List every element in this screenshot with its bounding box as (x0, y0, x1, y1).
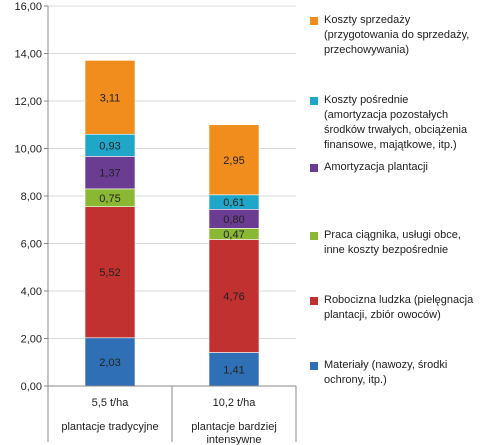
x-category-value: 5,5 t/ha (92, 397, 130, 409)
legend-label: Praca ciągnika, usługi obce, inne koszty… (324, 229, 461, 256)
legend-item-koszty-sprzedazy: Koszty sprzedaży (przygotowania do sprze… (310, 13, 486, 58)
legend-swatch (310, 97, 318, 105)
data-label: 1,41 (223, 364, 244, 376)
y-tick-label: 8,00 (21, 191, 42, 203)
y-axis: 0,00 2,00 4,00 6,00 8,00 10,00 12,00 14,00 16,00 (14, 1, 49, 393)
data-label: 0,47 (223, 229, 244, 241)
legend-label: Materiały (nawozy, środki ochrony, itp.) (324, 359, 448, 386)
data-label: 0,61 (223, 197, 244, 209)
legend-swatch (310, 297, 318, 305)
bar-segment (84, 206, 136, 339)
data-label: 3,11 (100, 92, 121, 104)
y-tick-label: 2,00 (21, 334, 42, 346)
legend-swatch (310, 232, 318, 240)
y-tick-label: 10,00 (14, 144, 42, 156)
legend: Koszty sprzedaży (przygotowania do sprze… (310, 0, 486, 445)
bar-segment (84, 156, 136, 190)
legend-item-praca-ciagnika: Praca ciągnika, usługi obce, inne koszty… (310, 228, 486, 258)
stacked-bar-chart: 0,00 2,00 4,00 6,00 8,00 10,00 12,00 14,00 16,00… (14, 1, 297, 445)
y-tick-label: 16,00 (14, 1, 42, 13)
bar-segment (84, 60, 136, 135)
data-label: 0,80 (223, 214, 244, 226)
legend-label: Amortyzacja plantacji (324, 161, 428, 173)
x-category-label: plantacje tradycyjne (61, 421, 158, 433)
data-label: 2,03 (99, 357, 120, 369)
y-tick-label: 4,00 (21, 286, 42, 298)
y-tick-label: 0,00 (21, 381, 42, 393)
y-tick-label: 12,00 (14, 96, 42, 108)
x-axis: 5,5 t/ha plantacje tradycyjne 10,2 t/ha pla… (47, 385, 297, 445)
x-category-label: plantacje bardziej intensywne (191, 421, 277, 445)
legend-swatch (310, 17, 318, 25)
data-label: 0,93 (99, 140, 120, 152)
legend-swatch (310, 362, 318, 370)
legend-item-koszty-posrednie: Koszty pośrednie (amortyzacja pozostałyc… (310, 93, 486, 153)
data-label: 1,37 (99, 168, 120, 180)
data-label: 0,75 (99, 193, 120, 205)
data-label: 4,76 (223, 291, 244, 303)
legend-item-robocizna-ludzka: Robocizna ludzka (pielęgnacja plantacji,… (310, 293, 486, 323)
data-label: 2,95 (223, 155, 244, 167)
legend-item-materialy: Materiały (nawozy, środki ochrony, itp.) (310, 358, 486, 388)
y-tick-label: 6,00 (21, 239, 42, 251)
bars: 2,03 5,52 0,75 1,37 0,93 3,11 1,41 4,76 0,47 0,80… (84, 60, 260, 387)
legend-label: Koszty sprzedaży (przygotowania do sprze… (324, 14, 470, 56)
legend-label: Robocizna ludzka (pielęgnacja plantacji,… (324, 294, 474, 321)
y-tick-label: 14,00 (14, 49, 42, 61)
legend-swatch (310, 164, 318, 172)
bar-segment (208, 352, 260, 387)
bar-segment (208, 124, 260, 196)
legend-label: Koszty pośrednie (amortyzacja pozostałyc… (324, 94, 468, 151)
legend-item-amortyzacja-plantacji: Amortyzacja plantacji (310, 160, 486, 175)
data-label: 5,52 (99, 267, 120, 279)
x-category-value: 10,2 t/ha (213, 397, 257, 409)
